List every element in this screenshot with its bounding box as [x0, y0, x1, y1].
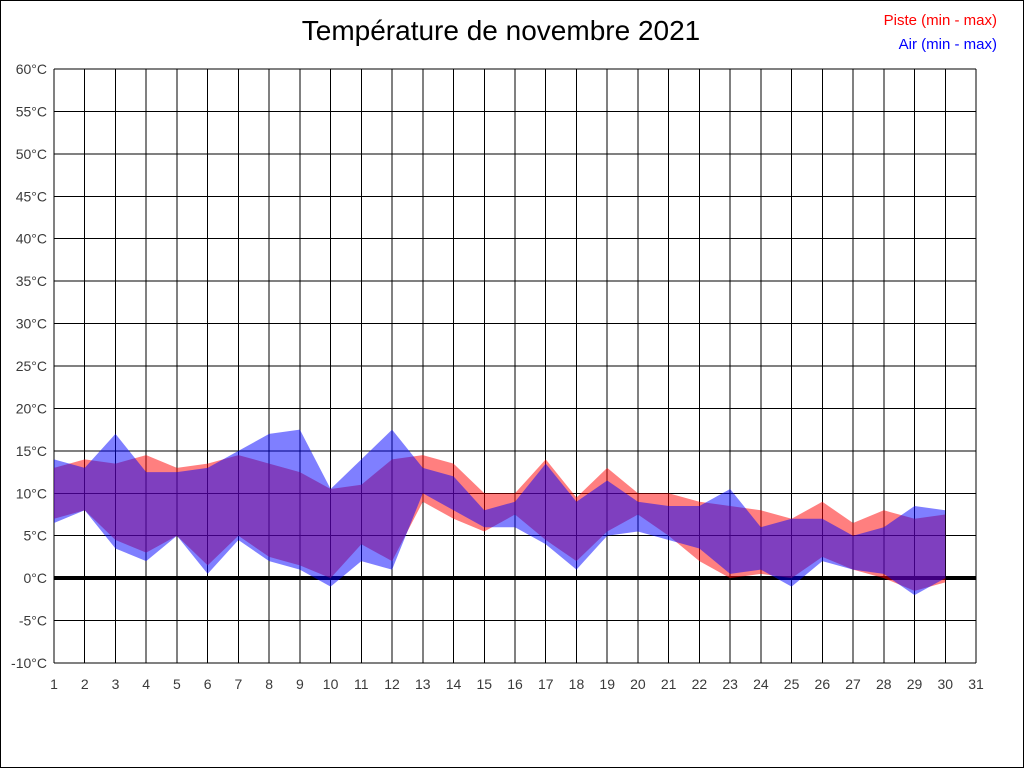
svg-text:25°C: 25°C	[16, 358, 47, 374]
svg-text:55°C: 55°C	[16, 103, 47, 119]
svg-text:17: 17	[538, 676, 554, 692]
svg-text:18: 18	[569, 676, 585, 692]
svg-text:20: 20	[630, 676, 646, 692]
svg-text:30°C: 30°C	[16, 316, 47, 332]
chart-legend: Piste (min - max) Air (min - max)	[884, 11, 997, 54]
svg-text:26: 26	[815, 676, 831, 692]
svg-text:19: 19	[599, 676, 615, 692]
svg-text:10°C: 10°C	[16, 485, 47, 501]
svg-text:23: 23	[722, 676, 738, 692]
svg-text:45°C: 45°C	[16, 188, 47, 204]
svg-text:1: 1	[50, 676, 58, 692]
svg-text:2: 2	[81, 676, 89, 692]
svg-text:-10°C: -10°C	[11, 655, 47, 671]
svg-text:14: 14	[446, 676, 462, 692]
svg-text:27: 27	[845, 676, 861, 692]
svg-text:15: 15	[476, 676, 492, 692]
svg-text:10: 10	[323, 676, 339, 692]
svg-text:31: 31	[968, 676, 984, 692]
svg-text:20°C: 20°C	[16, 400, 47, 416]
svg-text:24: 24	[753, 676, 769, 692]
svg-text:50°C: 50°C	[16, 146, 47, 162]
svg-text:28: 28	[876, 676, 892, 692]
svg-text:22: 22	[692, 676, 708, 692]
svg-text:40°C: 40°C	[16, 231, 47, 247]
y-axis-labels: 60°C 55°C 50°C 45°C 40°C 35°C 30°C 25°C 20°C 15°C…	[11, 61, 47, 671]
svg-text:5: 5	[173, 676, 181, 692]
svg-text:29: 29	[907, 676, 923, 692]
svg-text:11: 11	[354, 676, 369, 692]
svg-text:4: 4	[142, 676, 150, 692]
legend-item-piste: Piste (min - max)	[883, 12, 997, 29]
svg-text:9: 9	[296, 676, 304, 692]
svg-text:35°C: 35°C	[16, 273, 47, 289]
chart-title: Température de novembre 2021	[301, 15, 701, 46]
svg-text:25: 25	[784, 676, 800, 692]
svg-text:8: 8	[265, 676, 273, 692]
svg-text:-5°C: -5°C	[19, 613, 47, 629]
svg-text:21: 21	[661, 676, 677, 692]
svg-text:5°C: 5°C	[24, 528, 48, 544]
svg-text:60°C: 60°C	[16, 61, 47, 77]
grid	[53, 68, 977, 664]
svg-text:7: 7	[235, 676, 243, 692]
svg-text:30: 30	[937, 676, 953, 692]
legend-item-air: Air (min - max)	[898, 36, 997, 53]
svg-text:12: 12	[384, 676, 400, 692]
svg-text:16: 16	[507, 676, 523, 692]
x-axis-labels: 1 2 3 4 5 6 7 8 9 10 11 12 13 14 15 16 17 18 19 20 21 22 23 24 2…	[50, 676, 984, 692]
svg-text:6: 6	[204, 676, 212, 692]
air-band	[54, 429, 946, 596]
svg-text:3: 3	[112, 676, 120, 692]
svg-text:15°C: 15°C	[16, 443, 47, 459]
svg-text:0°C: 0°C	[24, 570, 48, 586]
svg-text:13: 13	[415, 676, 431, 692]
